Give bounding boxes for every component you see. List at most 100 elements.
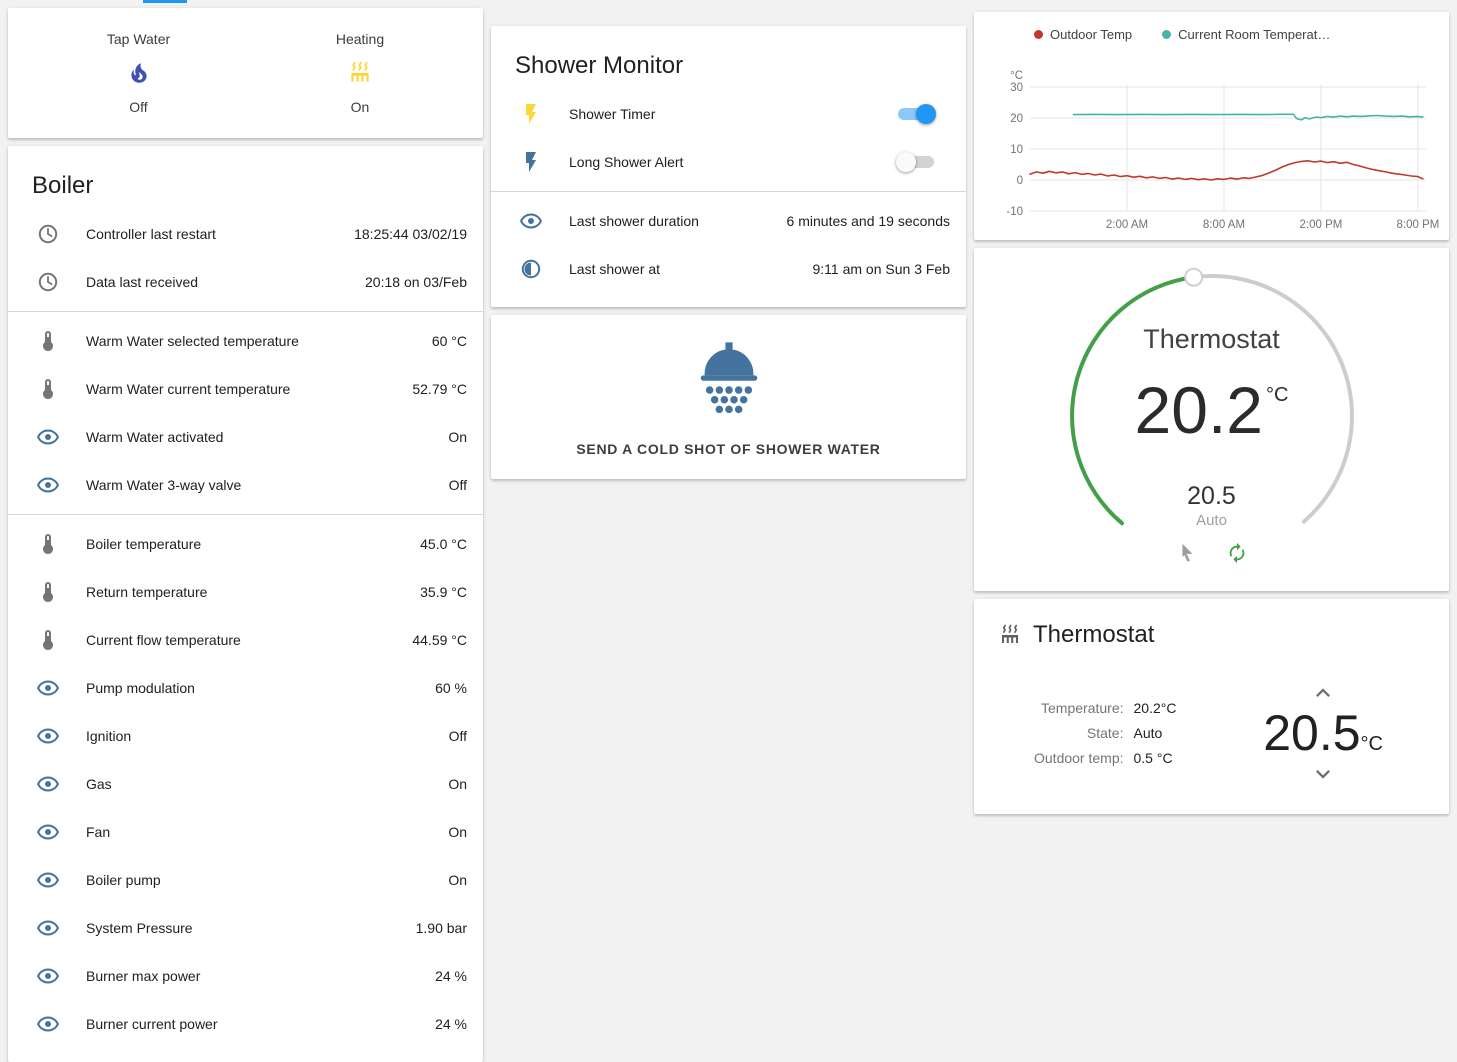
right-column: Outdoor Temp Current Room Temperat… 30 20…	[974, 8, 1449, 814]
cursor-pointer-icon[interactable]	[1176, 542, 1198, 564]
entity-label: Warm Water 3-way valve	[86, 477, 242, 493]
room-temp-line	[1072, 113, 1424, 121]
temperature-history-chart: 30 20 10 0 -10 2:00 AM 8:00 AM 2:00 PM 8:00 PM °C	[1006, 70, 1439, 231]
svg-text:-10: -10	[1006, 206, 1023, 218]
toggle-row: Long Shower Alert	[491, 138, 966, 186]
autorenew-icon[interactable]	[1226, 542, 1248, 564]
dial-progress	[1069, 275, 1196, 526]
legend-item-room: Current Room Temperat…	[1162, 27, 1330, 42]
glance-item-heating[interactable]: Heating On	[336, 31, 384, 115]
legend-item-outdoor: Outdoor Temp	[1034, 27, 1132, 42]
entity-value: 20:18 on 03/Feb	[365, 274, 467, 290]
climate-card: Thermostat Temperature: 20.2°C State: Auto O…	[974, 599, 1449, 814]
section-divider	[8, 311, 483, 312]
glance-item-tap-water[interactable]: Tap Water Off	[107, 31, 170, 115]
entity-row[interactable]: Data last received 20:18 on 03/Feb	[8, 258, 483, 306]
entity-row[interactable]: Warm Water 3-way valve Off	[8, 461, 483, 509]
entity-label: Gas	[86, 776, 112, 792]
history-graph-card: Outdoor Temp Current Room Temperat… 30 20…	[974, 12, 1449, 240]
entity-value: On	[448, 429, 467, 445]
entity-value: 9:11 am on Sun 3 Feb	[812, 261, 951, 277]
entity-row[interactable]: Current flow temperature 44.59 °C	[8, 616, 483, 664]
svg-text:2:00 AM: 2:00 AM	[1106, 219, 1148, 231]
entity-row[interactable]: Burner max power 24 %	[8, 952, 483, 1000]
clock-icon	[36, 222, 60, 246]
entity-row[interactable]: Pump modulation 60 %	[8, 664, 483, 712]
eye-icon	[36, 820, 60, 844]
toggle-row: Shower Timer	[491, 90, 966, 138]
eye-icon	[36, 772, 60, 796]
climate-attr-value: 20.2°C	[1133, 700, 1177, 717]
dial-title: Thermostat	[1143, 324, 1280, 354]
climate-target-control: 20.5°C	[1263, 679, 1383, 788]
dial-handle[interactable]	[1183, 267, 1203, 287]
entity-row[interactable]: Warm Water current temperature 52.79 °C	[8, 365, 483, 413]
entity-row[interactable]: Gas On	[8, 760, 483, 808]
entity-label: Warm Water activated	[86, 429, 224, 445]
glance-state: On	[350, 99, 370, 115]
entity-row[interactable]: Boiler temperature 45.0 °C	[8, 520, 483, 568]
eye-icon	[36, 964, 60, 988]
entity-row[interactable]: Burner current power 24 %	[8, 1000, 483, 1048]
dial-target-temp: 20.5	[1187, 482, 1236, 510]
entity-row[interactable]: Warm Water activated On	[8, 413, 483, 461]
dial-actions	[1062, 542, 1362, 564]
climate-attr-label: State:	[1086, 725, 1124, 742]
toggle-switch[interactable]	[896, 152, 934, 172]
flash-icon	[519, 102, 543, 126]
boiler-card: Boiler Controller last restart 18:25:44 0…	[8, 146, 483, 1062]
entity-value: On	[448, 824, 467, 840]
legend-label: Current Room Temperat…	[1178, 26, 1331, 42]
entity-label: Current flow temperature	[86, 632, 241, 648]
active-tab-indicator	[143, 0, 187, 3]
entity-row[interactable]: Return temperature 35.9 °C	[8, 568, 483, 616]
entity-row[interactable]: Ignition Off	[8, 712, 483, 760]
thermometer-icon	[36, 377, 60, 401]
middle-column: Shower Monitor Shower Timer Long Shower A…	[491, 8, 966, 479]
shower-toggle-list: Shower Timer Long Shower Alert	[491, 90, 966, 186]
toggle-label: Long Shower Alert	[569, 154, 684, 170]
svg-text:2:00 PM: 2:00 PM	[1300, 219, 1343, 231]
boiler-card-title: Boiler	[32, 172, 94, 199]
legend-dot-room	[1162, 29, 1172, 39]
entity-value: 24 %	[435, 968, 467, 984]
entity-value: 6 minutes and 19 seconds	[786, 213, 950, 229]
climate-attr-label: Outdoor temp:	[1034, 750, 1124, 767]
entity-row[interactable]: Warm Water selected temperature 60 °C	[8, 317, 483, 365]
legend-label: Outdoor Temp	[1050, 26, 1133, 42]
entity-value: 52.79 °C	[412, 381, 467, 397]
temp-down-button[interactable]	[1309, 760, 1337, 788]
eye-icon	[36, 425, 60, 449]
entity-label: Boiler pump	[86, 872, 161, 888]
eye-icon	[36, 724, 60, 748]
entity-value: 60 %	[435, 680, 467, 696]
entity-row[interactable]: Boiler pump On	[8, 856, 483, 904]
entity-row[interactable]: Last shower duration 6 minutes and 19 sec…	[491, 197, 966, 245]
thermometer-icon	[36, 329, 60, 353]
entity-row[interactable]: Last shower at 9:11 am on Sun 3 Feb	[491, 245, 966, 293]
flash-icon	[519, 150, 543, 174]
eye-icon	[36, 916, 60, 940]
shower-head-icon	[686, 337, 772, 423]
climate-attr-label: Temperature:	[1041, 700, 1124, 717]
entity-label: Burner current power	[86, 1016, 218, 1032]
climate-body: Temperature: 20.2°C State: Auto Outdoor temp…	[998, 679, 1425, 788]
thermometer-icon	[36, 628, 60, 652]
cold-shot-card[interactable]: SEND A COLD SHOT OF SHOWER WATER	[491, 315, 966, 479]
entity-value: Off	[448, 728, 467, 744]
entity-row[interactable]: Fan On	[8, 808, 483, 856]
entity-row[interactable]: Controller last restart 18:25:44 03/02/19	[8, 210, 483, 258]
temp-up-button[interactable]	[1309, 679, 1337, 707]
climate-attr-value: Auto	[1133, 725, 1163, 742]
climate-attr-value: 0.5 °C	[1133, 750, 1173, 767]
glance-card: Tap Water Off Heating On	[8, 8, 483, 138]
cold-shot-button[interactable]: SEND A COLD SHOT OF SHOWER WATER	[568, 431, 888, 467]
toggle-switch[interactable]	[898, 104, 936, 124]
entity-row[interactable]: System Pressure 1.90 bar	[8, 904, 483, 952]
entity-value: 24 %	[435, 1016, 467, 1032]
shower-info-list: Last shower duration 6 minutes and 19 sec…	[491, 197, 966, 307]
radiator-icon	[998, 623, 1022, 647]
eye-icon	[36, 473, 60, 497]
entity-label: Pump modulation	[86, 680, 195, 696]
entity-value: 1.90 bar	[415, 920, 467, 936]
